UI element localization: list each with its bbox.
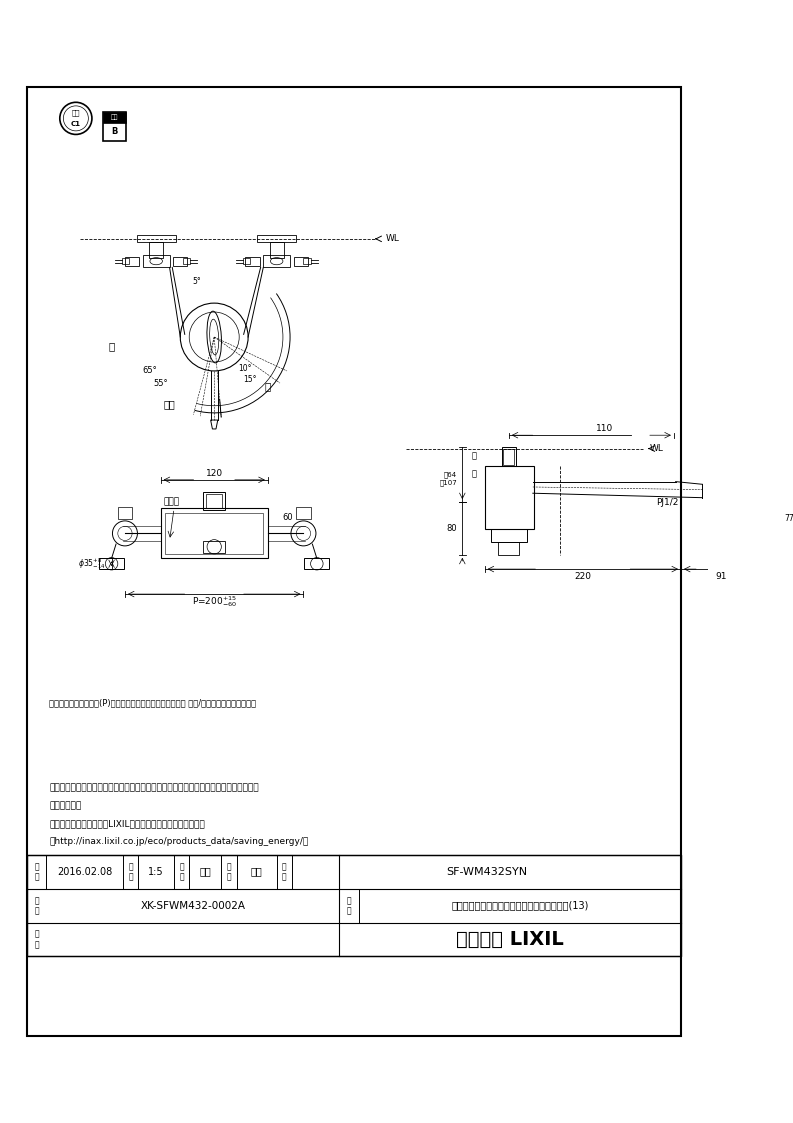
- Bar: [263, 255, 290, 267]
- Text: 120: 120: [205, 469, 223, 478]
- Text: 宮本: 宮本: [199, 867, 211, 877]
- Text: B: B: [111, 127, 117, 136]
- Text: ・節湯記号については、LIXILホームページを参照ください。: ・節湯記号については、LIXILホームページを参照ください。: [49, 819, 205, 828]
- Text: 備
考: 備 考: [34, 930, 39, 949]
- Text: 77±5: 77±5: [784, 513, 793, 522]
- Text: 60: 60: [282, 513, 293, 522]
- Bar: [99, 558, 124, 569]
- Bar: [136, 236, 176, 243]
- Bar: [304, 258, 311, 264]
- Text: C1: C1: [71, 121, 81, 127]
- Text: 尺
度: 尺 度: [128, 862, 133, 882]
- Text: 検
図: 検 図: [227, 862, 232, 882]
- Text: 製
図: 製 図: [179, 862, 184, 882]
- Text: 10°: 10°: [239, 364, 252, 373]
- Text: 110: 110: [596, 423, 613, 432]
- Bar: [143, 255, 170, 267]
- Text: キッチンシャワー付シングルレバー混合水栓(13): キッチンシャワー付シングルレバー混合水栓(13): [451, 901, 588, 911]
- Text: P=200$^{+15}_{-60}$: P=200$^{+15}_{-60}$: [192, 594, 237, 609]
- Text: $\phi$35$^{+8}_{-14}$: $\phi$35$^{+8}_{-14}$: [78, 556, 105, 572]
- Text: WL: WL: [385, 235, 400, 244]
- Bar: [122, 258, 129, 264]
- Text: 池川: 池川: [251, 867, 262, 877]
- Bar: [270, 243, 284, 258]
- Text: ＊印寸法は配管ピッチ(P)が最大～最小の場合を（標準寸法 標大/標小）で示しています。: ＊印寸法は配管ピッチ(P)が最大～最小の場合を（標準寸法 標大/標小）で示してい…: [49, 699, 256, 707]
- Bar: [149, 243, 163, 258]
- Text: 80: 80: [446, 523, 457, 532]
- Text: 15°: 15°: [243, 375, 257, 384]
- Text: （http://inax.lixil.co.jp/eco/products_data/saving_energy/）: （http://inax.lixil.co.jp/eco/products_da…: [49, 837, 308, 846]
- Bar: [297, 506, 311, 519]
- Text: 1:5: 1:5: [148, 867, 164, 877]
- Text: 品
名: 品 名: [347, 896, 351, 915]
- Bar: [204, 492, 225, 510]
- Bar: [502, 447, 516, 466]
- Text: 節湯: 節湯: [110, 115, 118, 120]
- Text: 55°: 55°: [153, 378, 168, 387]
- Text: ・（水抜式）: ・（水抜式）: [49, 801, 82, 810]
- Bar: [102, 112, 126, 122]
- Bar: [498, 542, 519, 555]
- Text: XK-SFWM432-0002A: XK-SFWM432-0002A: [140, 901, 245, 911]
- Bar: [165, 513, 263, 554]
- Bar: [27, 855, 681, 957]
- Bar: [206, 494, 222, 509]
- Text: 閉: 閉: [471, 469, 477, 478]
- Bar: [118, 506, 132, 519]
- Bar: [485, 466, 534, 529]
- Bar: [491, 529, 527, 542]
- Bar: [125, 257, 140, 266]
- Bar: [504, 448, 514, 465]
- Text: 閉64
開107: 閉64 開107: [439, 472, 457, 486]
- Text: 日
付: 日 付: [34, 862, 39, 882]
- Bar: [305, 558, 329, 569]
- Bar: [173, 257, 187, 266]
- Text: 取付脚: 取付脚: [163, 497, 179, 506]
- Bar: [161, 509, 268, 558]
- Bar: [243, 258, 250, 264]
- Text: 220: 220: [574, 572, 592, 581]
- Bar: [293, 257, 308, 266]
- Text: 2016.02.08: 2016.02.08: [57, 867, 113, 877]
- Text: 混合: 混合: [163, 399, 175, 409]
- Bar: [246, 257, 260, 266]
- Text: 91: 91: [715, 572, 727, 581]
- Text: ・流量調節栓は取付脚に付いています。取替えの際は、取付脚ごと交換してください。: ・流量調節栓は取付脚に付いています。取替えの際は、取付脚ごと交換してください。: [49, 783, 259, 792]
- Text: 品
番: 品 番: [282, 862, 286, 882]
- Text: 株式会社 LIXIL: 株式会社 LIXIL: [456, 930, 564, 949]
- Text: 節湯: 節湯: [71, 110, 80, 117]
- Text: 水: 水: [265, 381, 271, 391]
- Bar: [183, 258, 190, 264]
- Text: SF-WM432SYN: SF-WM432SYN: [446, 867, 527, 877]
- Text: 65°: 65°: [143, 366, 157, 375]
- Text: PJ1/2: PJ1/2: [656, 497, 678, 506]
- Text: WL: WL: [649, 444, 664, 453]
- Bar: [257, 236, 297, 243]
- Text: 5°: 5°: [192, 277, 201, 286]
- Bar: [102, 112, 126, 140]
- Bar: [204, 540, 225, 553]
- Text: 湯: 湯: [109, 341, 115, 351]
- Text: 開: 開: [471, 451, 477, 460]
- Text: 図
番: 図 番: [34, 896, 39, 915]
